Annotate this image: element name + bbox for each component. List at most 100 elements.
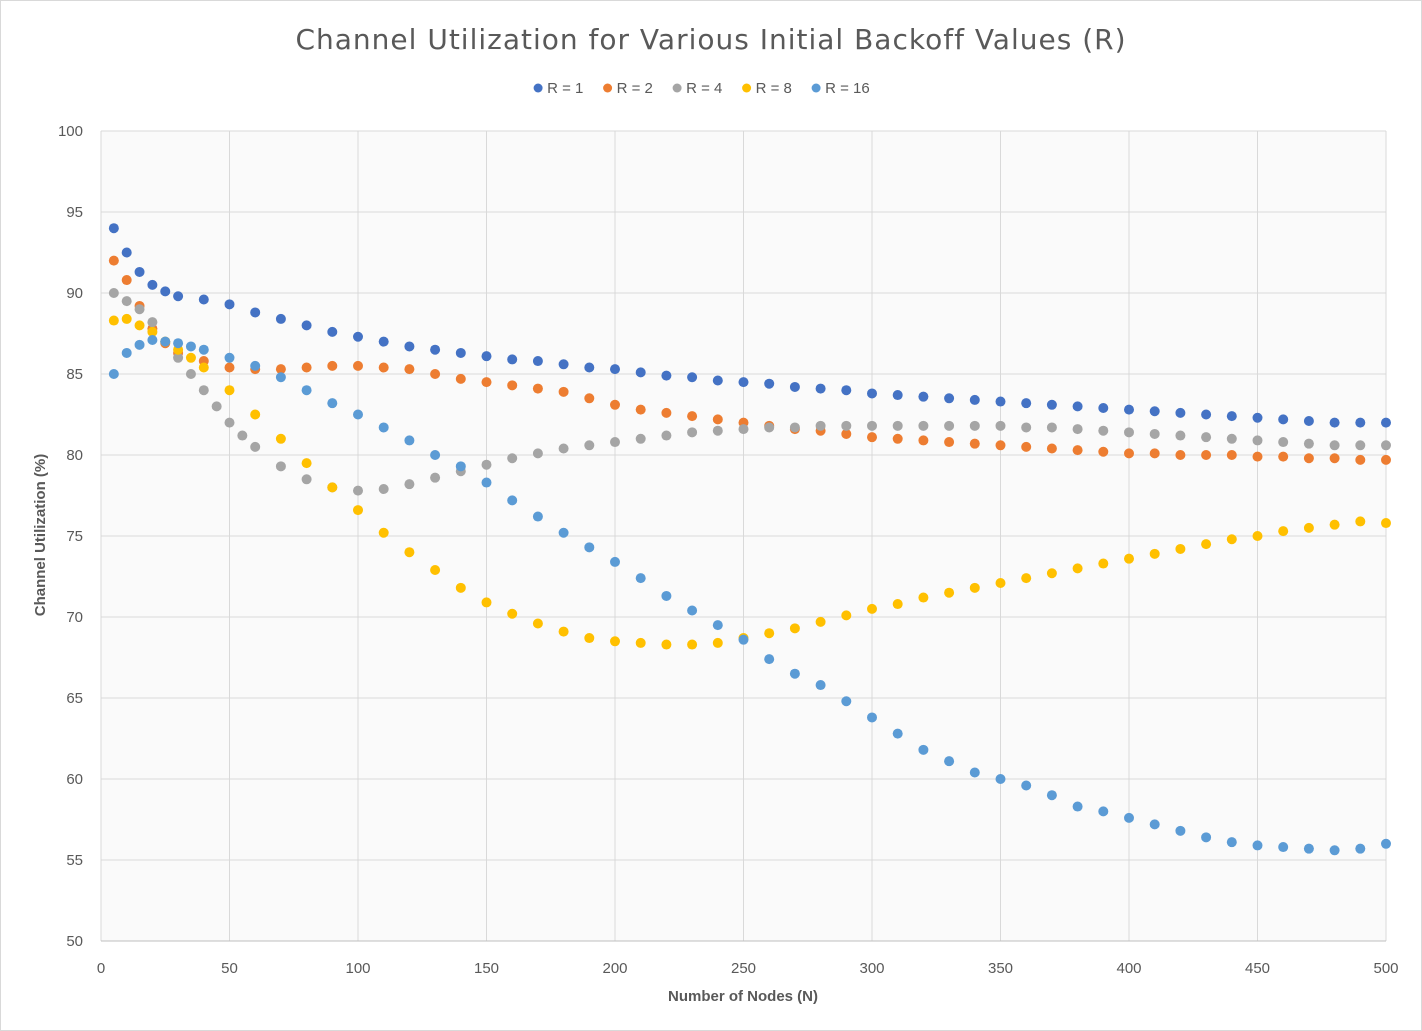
data-point: [532, 618, 543, 629]
data-point: [481, 459, 492, 470]
data-point: [1021, 398, 1032, 409]
data-point: [841, 385, 852, 396]
data-point: [455, 347, 466, 358]
data-point: [532, 448, 543, 459]
data-point: [764, 378, 775, 389]
data-point: [1175, 407, 1186, 418]
data-point: [1329, 845, 1340, 856]
data-point: [1226, 534, 1237, 545]
data-point: [121, 296, 132, 307]
data-point: [1252, 412, 1263, 423]
data-point: [455, 373, 466, 384]
data-point: [1278, 437, 1289, 448]
data-point: [1381, 440, 1391, 451]
data-point: [1124, 448, 1134, 459]
legend-label: R = 4: [686, 80, 722, 97]
y-tick-label: 75: [66, 528, 83, 545]
data-point: [969, 767, 980, 778]
data-point: [918, 592, 929, 603]
legend-label: R = 1: [547, 80, 583, 97]
data-point: [1175, 450, 1186, 460]
data-point: [1278, 526, 1289, 537]
data-point: [507, 608, 518, 619]
data-point: [1046, 443, 1057, 454]
data-point: [584, 542, 595, 553]
data-point: [1098, 425, 1109, 436]
x-tick-label: 250: [731, 960, 756, 977]
data-point: [892, 599, 903, 610]
x-tick-label: 150: [474, 960, 499, 977]
data-point: [455, 582, 466, 593]
data-point: [1226, 411, 1237, 422]
data-point: [841, 610, 852, 621]
data-point: [353, 409, 363, 420]
data-point: [969, 420, 980, 431]
data-point: [867, 388, 877, 399]
data-point: [1175, 430, 1186, 441]
data-point: [1021, 441, 1032, 452]
data-point: [867, 712, 877, 723]
data-point: [108, 223, 119, 234]
data-point: [404, 364, 415, 375]
data-point: [1046, 790, 1057, 801]
data-point: [687, 427, 698, 438]
x-tick-label: 400: [1116, 960, 1141, 977]
data-point: [815, 420, 826, 431]
data-point: [1252, 840, 1263, 851]
data-point: [173, 338, 184, 349]
data-point: [635, 433, 646, 444]
data-point: [635, 637, 646, 648]
data-point: [507, 380, 518, 391]
data-point: [430, 450, 441, 460]
data-point: [558, 443, 569, 454]
data-point: [1303, 415, 1314, 426]
data-point: [121, 275, 132, 286]
data-point: [160, 286, 171, 297]
chart-title: Channel Utilization for Various Initial …: [295, 23, 1126, 56]
data-point: [211, 401, 222, 412]
data-point: [224, 385, 235, 396]
data-point: [764, 628, 775, 639]
data-point: [661, 370, 672, 381]
data-point: [867, 603, 877, 614]
data-point: [1303, 843, 1314, 854]
data-point: [1226, 837, 1237, 848]
data-point: [1098, 558, 1109, 569]
data-point: [301, 362, 312, 373]
data-point: [995, 577, 1006, 588]
data-point: [507, 495, 518, 506]
data-point: [944, 437, 955, 448]
gridlines: [100, 130, 1387, 942]
data-point: [712, 375, 723, 386]
data-point: [995, 396, 1006, 407]
data-point: [378, 484, 389, 495]
data-point: [237, 430, 248, 441]
y-tick-label: 50: [66, 933, 83, 950]
data-point: [134, 266, 145, 277]
data-point: [969, 438, 980, 449]
data-point: [944, 756, 955, 767]
data-point: [867, 432, 877, 443]
data-point: [250, 307, 261, 318]
data-point: [481, 351, 492, 362]
x-tick-label: 300: [859, 960, 884, 977]
data-point: [430, 472, 441, 483]
data-point: [275, 433, 286, 444]
data-point: [892, 420, 903, 431]
data-point: [918, 744, 929, 755]
data-point: [481, 597, 492, 608]
data-point: [108, 288, 119, 298]
data-point: [198, 294, 209, 305]
series: [108, 313, 1391, 650]
data-point: [1381, 518, 1391, 529]
data-point: [687, 372, 698, 383]
data-point: [1329, 440, 1340, 451]
data-point: [867, 420, 877, 431]
legend-label: R = 16: [825, 80, 870, 97]
data-point: [121, 347, 132, 358]
data-point: [789, 668, 800, 679]
data-point: [327, 482, 338, 493]
data-point: [1072, 401, 1083, 412]
y-tick-label: 60: [66, 771, 83, 788]
data-point: [661, 430, 672, 441]
